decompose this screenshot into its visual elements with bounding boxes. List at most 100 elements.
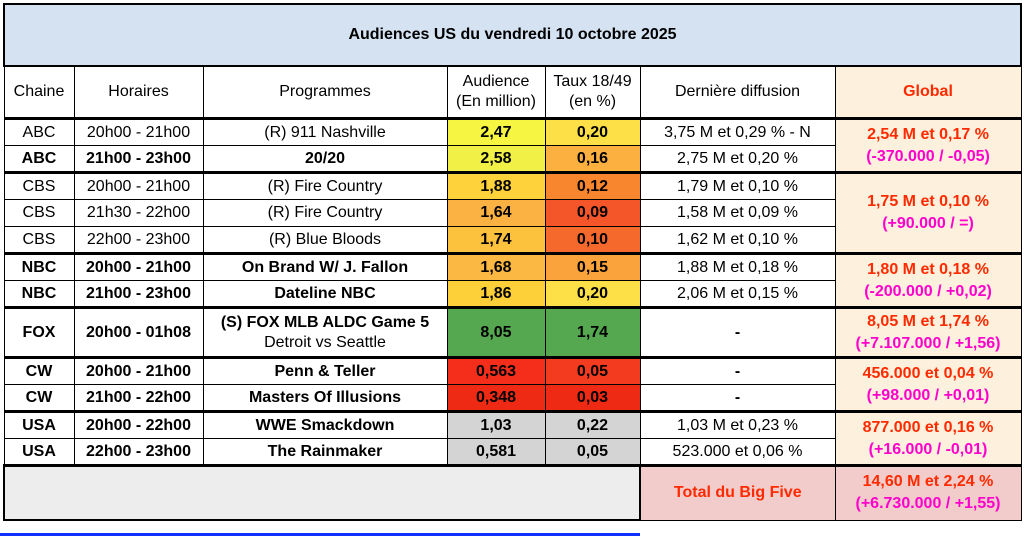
cell-programme: (S) FOX MLB ALDC Game 5 Detroit vs Seattl… xyxy=(202,306,448,358)
cell-derniere: 1,88 M et 0,18 % xyxy=(639,252,836,281)
global-line2: (+16.000 / -0,01) xyxy=(868,440,988,458)
cell-audience: 1,03 xyxy=(446,410,546,439)
cell-horaires: 20h00 - 22h00 xyxy=(73,410,204,439)
bottom-accent-line xyxy=(0,533,640,536)
cell-horaires: 21h00 - 23h00 xyxy=(73,145,204,173)
header-audience-line2: (En million) xyxy=(455,93,536,110)
cell-horaires: 20h00 - 21h00 xyxy=(73,356,204,385)
header-programmes: Programmes xyxy=(202,65,448,119)
table-row: ABC 20h00 - 21h00 (R) 911 Nashville 2,47 0,2… xyxy=(3,117,1022,173)
header-chaine: Chaine xyxy=(3,65,75,119)
cell-programme: Masters Of Illusions xyxy=(202,384,448,412)
programme-title: (R) Fire Country xyxy=(267,177,383,195)
programme-title: Dateline NBC xyxy=(274,284,376,302)
audience-table: Audiences US du vendredi 10 octobre 2025… xyxy=(2,3,1023,521)
cell-horaires: 21h00 - 23h00 xyxy=(73,280,204,308)
cell-global: 877.000 et 0,16 % (+16.000 / -0,01) xyxy=(834,410,1022,466)
cell-taux: 1,74 xyxy=(544,306,641,358)
global-line1: 877.000 et 0,16 % xyxy=(862,418,994,436)
cell-horaires: 20h00 - 21h00 xyxy=(73,252,204,281)
cell-horaires: 20h00 - 21h00 xyxy=(73,171,204,200)
programme-title: 20/20 xyxy=(304,149,346,167)
cell-global: 456.000 et 0,04 % (+98.000 / +0,01) xyxy=(834,356,1022,412)
cell-taux: 0,10 xyxy=(544,226,641,254)
header-taux-line2: (en %) xyxy=(568,93,617,110)
cell-derniere: 3,75 M et 0,29 % - N xyxy=(639,117,836,146)
table-row: ABC 21h00 - 23h00 20/20 2,58 0,16 2,75 M et 0… xyxy=(3,145,1021,173)
programme-title: WWE Smackdown xyxy=(255,416,395,434)
cell-derniere: 2,06 M et 0,15 % xyxy=(639,280,836,308)
total-blank-area xyxy=(3,464,641,521)
cell-programme: 20/20 xyxy=(202,145,448,173)
global-line1: 8,05 M et 1,74 % xyxy=(867,312,989,330)
header-audience: Audience (En million) xyxy=(446,65,546,119)
table-row: CBS 21h30 - 22h00 (R) Fire Country 1,64 0,09… xyxy=(3,199,1021,227)
cell-audience: 0,581 xyxy=(446,438,546,466)
cell-programme: On Brand W/ J. Fallon xyxy=(202,252,448,281)
cell-audience: 1,88 xyxy=(446,171,546,200)
global-line1: 1,80 M et 0,18 % xyxy=(867,260,989,278)
cell-derniere: - xyxy=(639,384,836,412)
header-global: Global xyxy=(834,65,1022,119)
cell-programme: The Rainmaker xyxy=(202,438,448,466)
cell-horaires: 21h30 - 22h00 xyxy=(73,199,204,227)
cell-chaine: ABC xyxy=(3,117,75,146)
table-row: FOX 20h00 - 01h08 (S) FOX MLB ALDC Game 5 D… xyxy=(3,306,1022,358)
cell-derniere: - xyxy=(639,356,836,385)
cell-derniere: 1,62 M et 0,10 % xyxy=(639,226,836,254)
cell-chaine: CBS xyxy=(3,199,75,227)
cell-audience: 1,86 xyxy=(446,280,546,308)
cell-horaires: 20h00 - 01h08 xyxy=(73,306,204,358)
global-line1: 456.000 et 0,04 % xyxy=(862,364,994,382)
cell-chaine: USA xyxy=(3,410,75,439)
programme-title: Penn & Teller xyxy=(274,362,376,380)
total-value-line1: 14,60 M et 2,24 % xyxy=(862,473,994,491)
programme-title: (R) Fire Country xyxy=(267,204,383,221)
cell-programme: WWE Smackdown xyxy=(202,410,448,439)
cell-taux: 0,20 xyxy=(544,280,641,308)
header-taux-line1: Taux 18/49 xyxy=(553,73,632,90)
cell-global: 2,54 M et 0,17 % (-370.000 / -0,05) xyxy=(834,117,1022,173)
cell-programme: Penn & Teller xyxy=(202,356,448,385)
global-line2: (+7.107.000 / +1,56) xyxy=(855,334,1001,352)
cell-global: 1,75 M et 0,10 % (+90.000 / =) xyxy=(834,171,1022,254)
cell-chaine: NBC xyxy=(3,252,75,281)
cell-chaine: CW xyxy=(3,384,75,412)
cell-taux: 0,05 xyxy=(544,356,641,385)
cell-programme: (R) Fire Country xyxy=(202,171,448,200)
cell-audience: 1,74 xyxy=(446,226,546,254)
cell-programme: (R) 911 Nashville xyxy=(202,117,448,146)
programme-title: (S) FOX MLB ALDC Game 5 xyxy=(220,313,430,331)
total-label: Total du Big Five xyxy=(639,464,836,521)
cell-global: 1,80 M et 0,18 % (-200.000 / +0,02) xyxy=(834,252,1022,308)
cell-audience: 2,58 xyxy=(446,145,546,173)
cell-chaine: ABC xyxy=(3,145,75,173)
cell-derniere: - xyxy=(639,306,836,358)
cell-audience: 2,47 xyxy=(446,117,546,146)
cell-taux: 0,22 xyxy=(544,410,641,439)
header-horaires: Horaires xyxy=(73,65,204,119)
cell-derniere: 2,75 M et 0,20 % xyxy=(639,145,836,173)
programme-subtitle: Detroit vs Seattle xyxy=(264,333,386,351)
programme-title: The Rainmaker xyxy=(267,442,383,460)
cell-global: 8,05 M et 1,74 % (+7.107.000 / +1,56) xyxy=(834,306,1022,358)
global-line2: (-200.000 / +0,02) xyxy=(864,282,992,300)
cell-chaine: CBS xyxy=(3,171,75,200)
cell-chaine: USA xyxy=(3,438,75,466)
cell-taux: 0,15 xyxy=(544,252,641,281)
cell-audience: 0,563 xyxy=(446,356,546,385)
global-line2: (+98.000 / +0,01) xyxy=(866,386,990,404)
table-title: Audiences US du vendredi 10 octobre 2025 xyxy=(2,3,1023,67)
cell-derniere: 523.000 et 0,06 % xyxy=(639,438,836,466)
cell-horaires: 21h00 - 22h00 xyxy=(73,384,204,412)
global-line2: (-370.000 / -0,05) xyxy=(866,147,990,165)
cell-taux: 0,12 xyxy=(544,171,641,200)
header-taux: Taux 18/49 (en %) xyxy=(544,65,641,119)
total-row: Total du Big Five 14,60 M et 2,24 % (+6.… xyxy=(3,464,1022,521)
programme-title: Masters Of Illusions xyxy=(248,388,402,406)
cell-programme: Dateline NBC xyxy=(202,280,448,308)
cell-derniere: 1,03 M et 0,23 % xyxy=(639,410,836,439)
global-line1: 1,75 M et 0,10 % xyxy=(867,193,989,210)
table-row: USA 22h00 - 23h00 The Rainmaker 0,581 0,05 52… xyxy=(3,438,1021,466)
cell-chaine: CW xyxy=(3,356,75,385)
